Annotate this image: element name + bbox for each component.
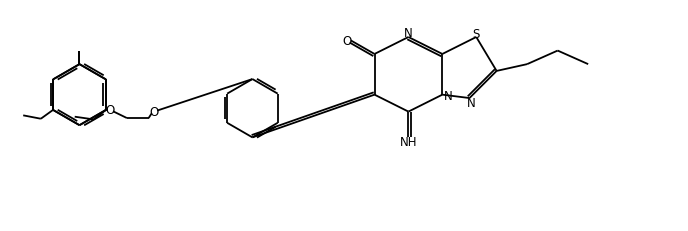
Text: NH: NH: [400, 135, 417, 148]
Text: N: N: [466, 97, 475, 109]
Text: O: O: [105, 104, 115, 117]
Text: S: S: [473, 28, 480, 41]
Text: N: N: [444, 89, 453, 102]
Text: O: O: [343, 35, 352, 48]
Text: N: N: [404, 27, 413, 40]
Text: O: O: [149, 105, 159, 118]
